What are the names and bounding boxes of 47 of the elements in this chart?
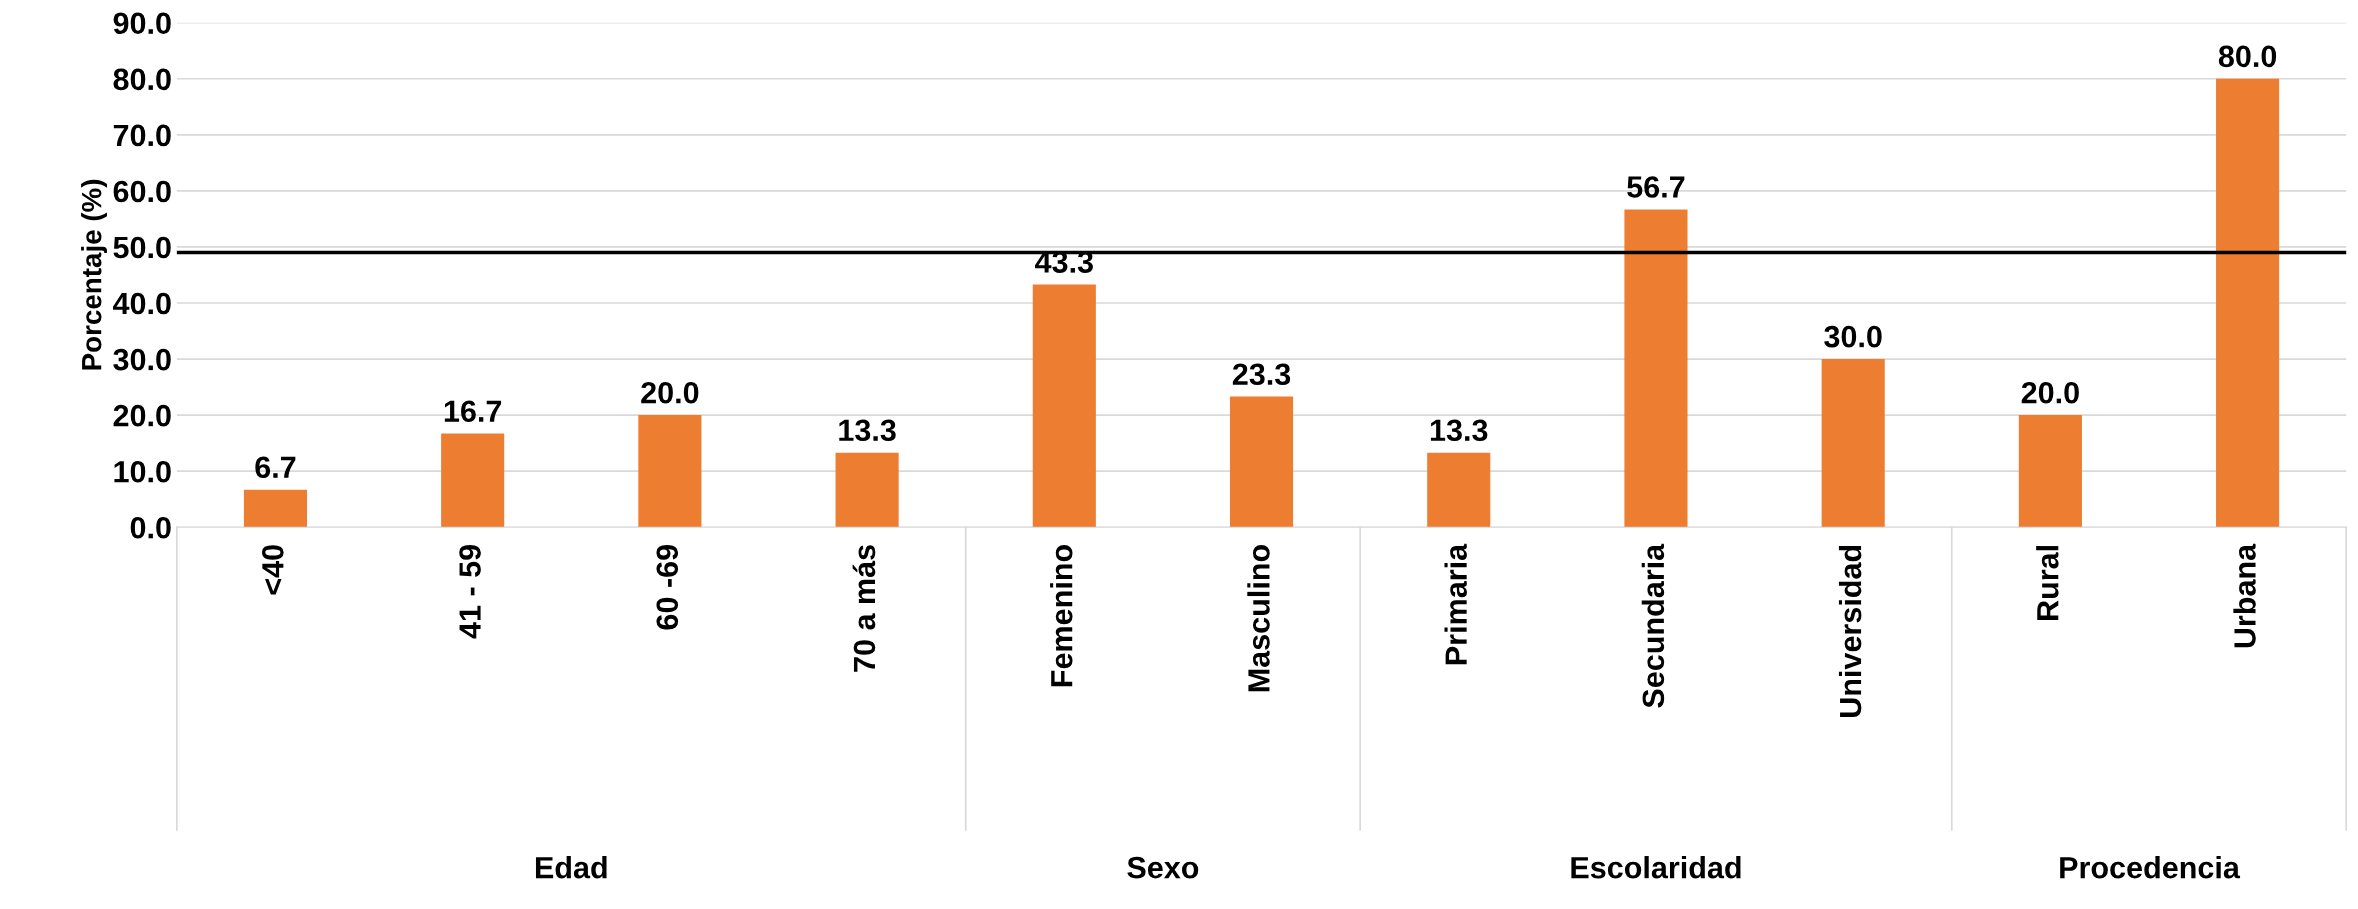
x-tick-label: Universidad (1838, 545, 1862, 717)
text: Procedencia (2060, 856, 2241, 879)
data-label: 13.3 (1430, 419, 1488, 442)
x-tick-label: Primaria (1444, 543, 1467, 665)
y-tick-label: 40.0 (112, 292, 171, 315)
y-tick-label: 10.0 (114, 460, 171, 483)
data-label: 6.7 (255, 456, 296, 479)
y-axis-title: Porcentaje (%) (81, 179, 107, 370)
data-label: 20.0 (2021, 381, 2079, 404)
bar (638, 415, 702, 528)
x-tick-label: <40 (262, 545, 284, 595)
bar (441, 433, 505, 528)
bar (243, 489, 308, 528)
y-tick-label: 50.0 (113, 236, 171, 259)
x-tick-label: 41 - 59 (459, 545, 481, 639)
bar (2216, 78, 2280, 528)
data-label: 80.0 (2218, 45, 2277, 68)
text: Edad (535, 856, 607, 879)
x-tick-label: Secundaria (1641, 543, 1665, 708)
bar (1821, 359, 1885, 528)
x-tick-label: Femenino (1050, 545, 1073, 687)
x-tick-label: Urbana (2233, 543, 2256, 648)
y-tick-label: 80.0 (113, 68, 171, 91)
y-tick-label: 90.0 (113, 12, 171, 35)
text: Sexo (1127, 856, 1199, 879)
y-tick-label: 70.0 (113, 124, 171, 147)
bar (1624, 209, 1688, 528)
data-label: 23.3 (1232, 363, 1291, 386)
bar (1427, 452, 1491, 528)
data-label: 56.7 (1627, 176, 1685, 198)
y-tick-label: 30.0 (113, 348, 171, 371)
x-tick-label: 60 -69 (656, 545, 679, 630)
bar (835, 452, 899, 528)
bar (1032, 284, 1096, 528)
y-tick-label: 20.0 (113, 404, 171, 427)
bar (1229, 396, 1294, 528)
y-tick-label: 60.0 (113, 180, 171, 203)
data-label: 20.0 (641, 381, 699, 404)
data-label: 16.7 (444, 400, 502, 423)
text: Escolaridad (1571, 856, 1741, 879)
x-tick-label: Masculino (1247, 545, 1270, 692)
x-tick-label: Rural (2036, 546, 2059, 620)
y-tick-label: 0.0 (130, 516, 171, 539)
bar (2018, 415, 2082, 528)
data-label: 13.3 (839, 419, 896, 442)
data-label: 30.0 (1824, 325, 1882, 348)
x-tick-label: 70 a más (852, 545, 876, 672)
